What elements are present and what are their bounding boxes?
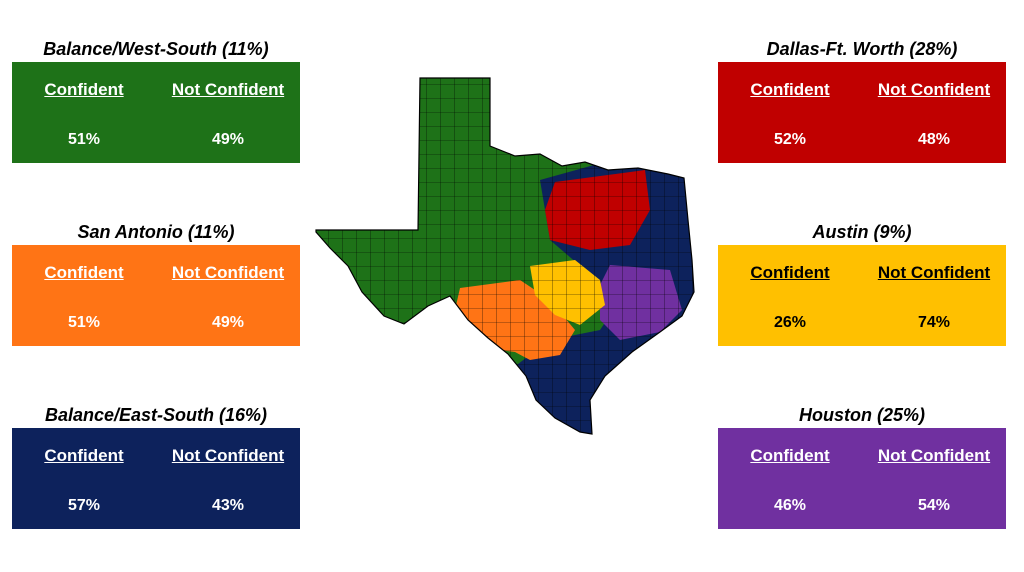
county-lines — [316, 78, 694, 434]
region-title: Dallas-Ft. Worth (28%) — [766, 39, 958, 59]
confident-header: Confident — [750, 80, 830, 99]
not-confident-header: Not Confident — [171, 80, 285, 99]
not-confident-header: Not Confident — [171, 263, 285, 282]
not-confident-value: 48% — [917, 131, 951, 148]
region-box: Confident 51% Not Confident 49% — [12, 245, 300, 346]
region-title: San Antonio (11%) — [77, 222, 235, 242]
confident-header: Confident — [44, 80, 124, 99]
region-title: Austin (9%) — [812, 222, 912, 242]
confident-value: 26% — [773, 314, 807, 331]
confident-header: Confident — [44, 263, 124, 282]
confident-value: 46% — [773, 497, 807, 514]
region-san-antonio: San Antonio (11%) Confident 51% Not Confi… — [12, 221, 300, 346]
region-austin: Austin (9%) Confident 26% Not Confident 74… — [718, 221, 1006, 346]
region-title: Balance/West-South (11%) — [43, 39, 269, 59]
texas-region-map — [315, 77, 695, 435]
region-west-south: Balance/West-South (11%) Confident 51% No… — [12, 38, 300, 163]
region-box: Confident 46% Not Confident 54% — [718, 428, 1006, 529]
not-confident-value: 49% — [211, 314, 245, 331]
region-box: Confident 51% Not Confident 49% — [12, 62, 300, 163]
region-box: Confident 57% Not Confident 43% — [12, 428, 300, 529]
region-east-south: Balance/East-South (16%) Confident 57% No… — [12, 404, 300, 529]
not-confident-value: 43% — [211, 497, 245, 514]
region-title: Balance/East-South (16%) — [44, 405, 268, 425]
confident-header: Confident — [44, 446, 124, 465]
confident-value: 51% — [67, 131, 101, 148]
region-box: Confident 52% Not Confident 48% — [718, 62, 1006, 163]
region-title: Houston (25%) — [799, 405, 925, 425]
confident-value: 51% — [67, 314, 101, 331]
confident-header: Confident — [750, 446, 830, 465]
region-dallas-ft-worth: Dallas-Ft. Worth (28%) Confident 52% Not … — [718, 38, 1006, 163]
region-box: Confident 26% Not Confident 74% — [718, 245, 1006, 346]
not-confident-header: Not Confident — [877, 446, 991, 465]
not-confident-value: 49% — [211, 131, 245, 148]
not-confident-header: Not Confident — [171, 446, 285, 465]
confident-value: 52% — [773, 131, 807, 148]
not-confident-header: Not Confident — [877, 263, 991, 282]
not-confident-value: 54% — [917, 497, 951, 514]
confident-header: Confident — [750, 263, 830, 282]
not-confident-header: Not Confident — [877, 80, 991, 99]
not-confident-value: 74% — [917, 314, 951, 331]
state-outline — [315, 77, 695, 435]
confident-value: 57% — [67, 497, 101, 514]
region-houston: Houston (25%) Confident 46% Not Confident… — [718, 404, 1006, 529]
